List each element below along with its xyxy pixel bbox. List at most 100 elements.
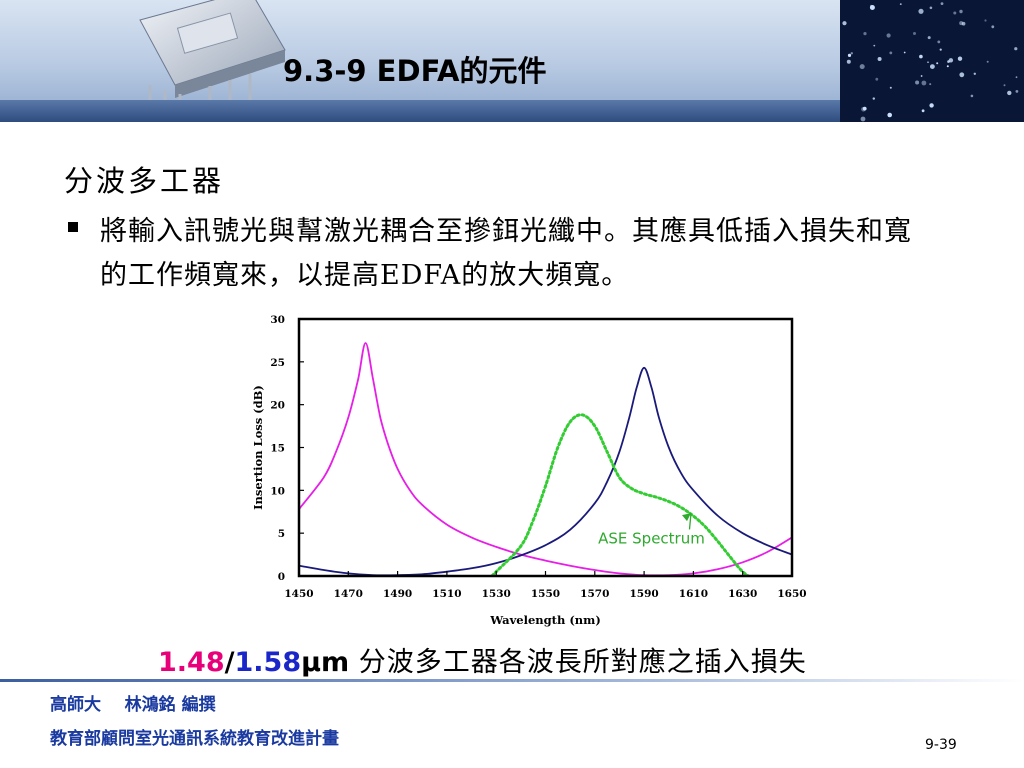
fiber-dot	[959, 9, 963, 14]
insertion-loss-chart: 1450 1470 1490 1510 1530 1550 1570 1590 1610 1630…	[245, 305, 815, 635]
fiber-dot	[984, 19, 987, 22]
fiber-dot	[899, 3, 902, 5]
fiber-dot	[1015, 90, 1019, 93]
optical-fiber-icon	[840, 0, 1024, 122]
header-band	[0, 100, 1024, 122]
x-tick-label: 1530	[482, 588, 511, 600]
bullet-square-icon	[68, 222, 78, 232]
y-axis-label: Insertion Loss (dB)	[251, 385, 265, 510]
caption-wavelength-1: 1.48	[158, 647, 225, 678]
x-tick-label: 1610	[679, 588, 708, 600]
x-tick-label: 1510	[432, 588, 461, 600]
fiber-dot	[1014, 47, 1018, 51]
fiber-dot	[842, 21, 847, 26]
fiber-dot	[859, 64, 865, 70]
fiber-dot	[986, 60, 989, 63]
fiber-dot	[929, 83, 932, 86]
footer-project: 教育部顧問室光通訊系統教育改進計畫	[50, 729, 339, 749]
fiber-dot	[927, 61, 929, 63]
fiber-dot	[860, 116, 866, 122]
fiber-dot	[936, 62, 939, 65]
x-tick-label: 1570	[580, 588, 609, 600]
fiber-dot	[927, 36, 931, 40]
fiber-dot	[918, 8, 924, 14]
fiber-dot	[948, 58, 954, 63]
fiber-dot	[940, 2, 944, 5]
fiber-dot	[921, 80, 927, 86]
page-number: 9-39	[925, 737, 957, 753]
annotation-label: ASE Spectrum	[598, 529, 705, 547]
fiber-dot	[921, 109, 925, 113]
y-tick-label: 30	[270, 314, 285, 326]
section-subtitle: 分波多工器	[64, 164, 225, 198]
caption-text: 分波多工器各波長所對應之插入損失	[349, 647, 807, 678]
optical-module-icon	[139, 0, 286, 102]
fiber-dot	[847, 53, 852, 58]
fiber-dot	[953, 11, 957, 15]
fiber-dot	[887, 112, 892, 118]
fiber-dot	[870, 4, 872, 7]
footer-author: 高師大 林鴻銘 編撰	[50, 695, 216, 715]
x-tick-label: 1590	[629, 588, 658, 600]
fiber-dot	[913, 32, 916, 35]
fiber-dot	[875, 77, 879, 81]
fiber-dot	[957, 56, 963, 61]
fiber-dot	[1007, 90, 1012, 96]
fiber-dot	[850, 52, 853, 55]
fiber-dot	[930, 64, 935, 69]
y-tick-label: 5	[278, 528, 285, 540]
fiber-dot	[973, 72, 976, 76]
series-line-1	[299, 342, 792, 576]
fiber-dot	[869, 5, 875, 10]
fiber-dot	[862, 106, 867, 111]
y-tick-label: 10	[270, 485, 285, 497]
caption-separator: /	[224, 647, 235, 678]
y-tick-label: 20	[270, 400, 285, 412]
fiber-dot	[929, 103, 934, 108]
fiber-dot	[1015, 76, 1018, 79]
bullet-text: 將輸入訊號光與幫激光耦合至摻鉺光纖中。其應具低插入損失和寬的工作頻寬來，以提高E…	[100, 216, 912, 291]
fiber-dot	[1003, 84, 1006, 87]
fiber-dot	[886, 33, 891, 38]
x-tick-label: 1550	[531, 588, 560, 600]
annotation-arrowhead	[682, 513, 692, 522]
plot-frame	[297, 317, 794, 578]
caption-wavelength-2: 1.58	[234, 647, 302, 678]
fiber-dot	[889, 51, 893, 55]
slide-title: 9.3-9 EDFA的元件	[283, 54, 547, 88]
fiber-dot	[991, 25, 995, 29]
annotation-arrow	[688, 513, 692, 530]
fiber-dot	[915, 80, 920, 85]
fiber-dot	[939, 48, 942, 51]
fiber-dot	[873, 44, 876, 47]
fiber-dot	[937, 40, 941, 44]
fiber-dot	[889, 86, 892, 89]
fiber-dot	[970, 94, 974, 98]
x-tick-label: 1650	[777, 588, 806, 600]
y-tick-label: 15	[270, 443, 285, 455]
header-banner: 9.3-9 EDFA的元件	[0, 0, 1024, 122]
y-tick-label: 0	[278, 571, 285, 583]
fiber-dot	[903, 51, 906, 54]
fiber-dot	[877, 57, 882, 61]
fiber-dot	[863, 31, 867, 36]
fiber-dot	[872, 97, 875, 100]
fiber-dot	[846, 59, 851, 64]
x-tick-label: 1490	[383, 588, 412, 600]
fiber-dot	[919, 54, 923, 59]
x-tick-label: 1470	[334, 588, 363, 600]
fiber-dot	[920, 75, 923, 77]
x-tick-label: 1450	[284, 588, 313, 600]
fiber-dot	[959, 72, 965, 78]
fiber-dot	[946, 65, 949, 68]
chart-svg: 1450 1470 1490 1510 1530 1550 1570 1590 1610 1630…	[251, 314, 807, 627]
x-axis-label: Wavelength (nm)	[489, 613, 601, 627]
fiber-dot	[959, 21, 964, 26]
footer-rule	[0, 679, 1024, 682]
figure-caption: 1.48/1.58μm 分波多工器各波長所對應之插入損失	[158, 640, 807, 679]
series-line-2	[299, 366, 792, 576]
caption-unit: μm	[301, 647, 350, 678]
y-tick-label: 25	[270, 357, 285, 369]
fiber-dot	[929, 6, 933, 10]
series-line-3	[489, 413, 752, 576]
